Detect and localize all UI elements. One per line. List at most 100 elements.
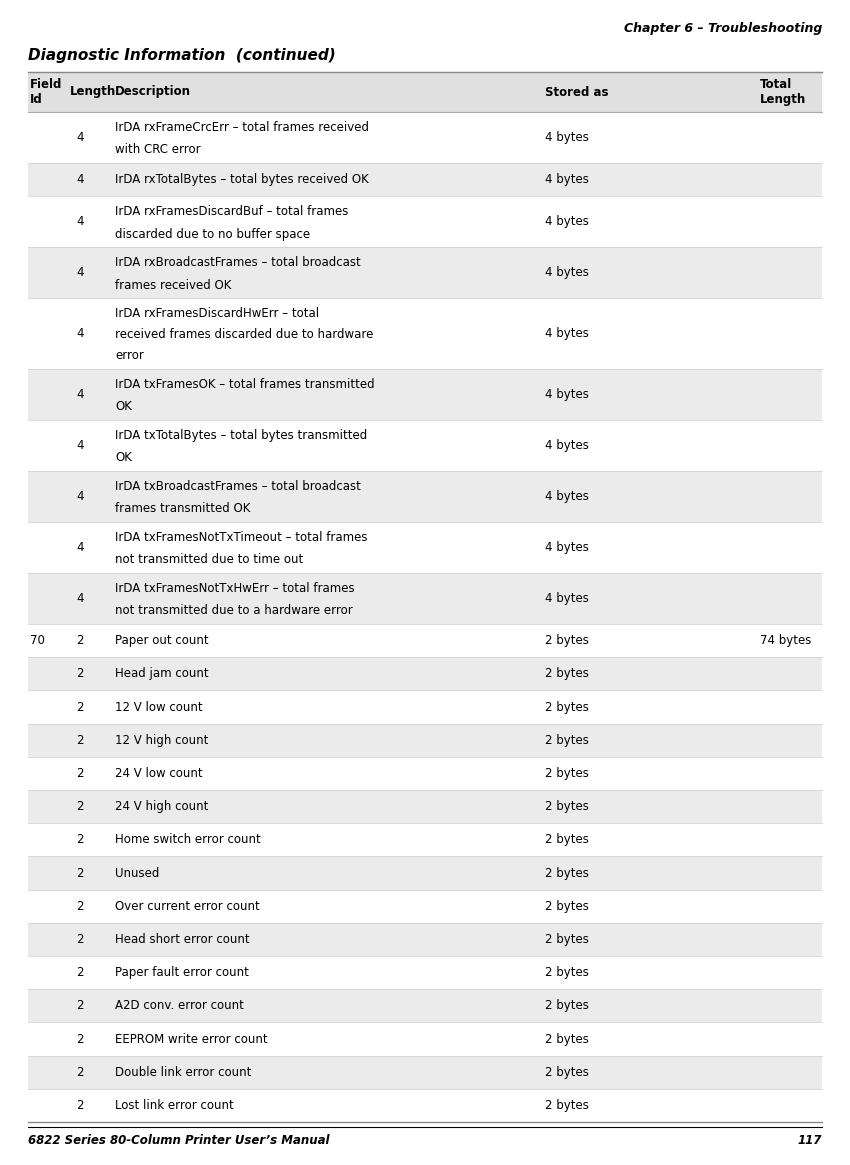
Text: 4: 4 [76, 541, 84, 553]
Text: with CRC error: with CRC error [115, 143, 201, 156]
Text: 4: 4 [76, 267, 84, 280]
Text: received frames discarded due to hardware: received frames discarded due to hardwar… [115, 329, 373, 341]
Text: 12 V low count: 12 V low count [115, 700, 202, 713]
Bar [28, 757, 822, 790]
Bar [28, 856, 822, 890]
Text: 2: 2 [76, 668, 84, 680]
Text: 70: 70 [30, 634, 45, 647]
Text: 24 V low count: 24 V low count [115, 767, 202, 779]
Text: Head short error count: Head short error count [115, 933, 250, 946]
Text: IrDA txFramesNotTxHwErr – total frames: IrDA txFramesNotTxHwErr – total frames [115, 582, 354, 595]
Bar [28, 1023, 822, 1055]
Text: 2 bytes: 2 bytes [545, 867, 589, 880]
Bar [28, 368, 822, 419]
Text: IrDA txFramesNotTxTimeout – total frames: IrDA txFramesNotTxTimeout – total frames [115, 531, 367, 544]
Text: 4 bytes: 4 bytes [545, 130, 589, 144]
Text: Home switch error count: Home switch error count [115, 833, 261, 846]
Text: 2: 2 [76, 1000, 84, 1012]
Bar [28, 163, 822, 196]
Text: 2: 2 [76, 1099, 84, 1111]
Text: 2 bytes: 2 bytes [545, 800, 589, 813]
Text: 2 bytes: 2 bytes [545, 767, 589, 779]
Text: 4 bytes: 4 bytes [545, 541, 589, 553]
Text: 2: 2 [76, 734, 84, 747]
Text: Double link error count: Double link error count [115, 1066, 252, 1079]
Bar [28, 112, 822, 163]
Text: 4: 4 [76, 327, 84, 340]
Bar [28, 573, 822, 624]
Text: Lost link error count: Lost link error count [115, 1099, 234, 1111]
Text: Diagnostic Information  (continued): Diagnostic Information (continued) [28, 48, 336, 63]
Text: IrDA rxFrameCrcErr – total frames received: IrDA rxFrameCrcErr – total frames receiv… [115, 121, 369, 134]
Bar [28, 247, 822, 298]
Text: EEPROM write error count: EEPROM write error count [115, 1032, 268, 1045]
Text: frames transmitted OK: frames transmitted OK [115, 502, 251, 515]
Text: 2 bytes: 2 bytes [545, 700, 589, 713]
Text: Chapter 6 – Troubleshooting: Chapter 6 – Troubleshooting [624, 22, 822, 35]
Text: Field
Id: Field Id [30, 78, 62, 106]
Bar [28, 657, 822, 691]
Bar [28, 723, 822, 757]
Bar [28, 419, 822, 471]
Text: 4 bytes: 4 bytes [545, 592, 589, 605]
Text: 4: 4 [76, 388, 84, 401]
Bar [28, 956, 822, 989]
Text: 2: 2 [76, 634, 84, 647]
Text: Paper fault error count: Paper fault error count [115, 966, 249, 979]
Text: 2 bytes: 2 bytes [545, 1099, 589, 1111]
Text: 2 bytes: 2 bytes [545, 634, 589, 647]
Text: 2 bytes: 2 bytes [545, 933, 589, 946]
Text: 2: 2 [76, 700, 84, 713]
Text: 2 bytes: 2 bytes [545, 1032, 589, 1045]
Text: not transmitted due to a hardware error: not transmitted due to a hardware error [115, 605, 353, 617]
Text: Paper out count: Paper out count [115, 634, 208, 647]
Text: IrDA txTotalBytes – total bytes transmitted: IrDA txTotalBytes – total bytes transmit… [115, 429, 367, 442]
Text: IrDA txFramesOK – total frames transmitted: IrDA txFramesOK – total frames transmitt… [115, 377, 375, 390]
Text: 2: 2 [76, 899, 84, 912]
Text: 2: 2 [76, 833, 84, 846]
Bar [28, 471, 822, 522]
Text: 24 V high count: 24 V high count [115, 800, 208, 813]
Bar [28, 522, 822, 573]
Text: 2: 2 [76, 867, 84, 880]
Text: 117: 117 [797, 1134, 822, 1148]
Text: 4: 4 [76, 439, 84, 452]
Text: 2 bytes: 2 bytes [545, 734, 589, 747]
Text: 4: 4 [76, 592, 84, 605]
Text: Description: Description [115, 85, 191, 99]
Text: 2: 2 [76, 800, 84, 813]
Text: 4: 4 [76, 216, 84, 228]
Text: 4 bytes: 4 bytes [545, 388, 589, 401]
Bar [28, 196, 822, 247]
Text: discarded due to no buffer space: discarded due to no buffer space [115, 227, 310, 240]
Bar [28, 1089, 822, 1122]
Text: Head jam count: Head jam count [115, 668, 208, 680]
Text: Total
Length: Total Length [760, 78, 807, 106]
Text: IrDA rxBroadcastFrames – total broadcast: IrDA rxBroadcastFrames – total broadcast [115, 256, 360, 269]
Bar [28, 790, 822, 824]
Text: 2: 2 [76, 767, 84, 779]
Bar [28, 1055, 822, 1089]
Bar [28, 923, 822, 956]
Text: Stored as: Stored as [545, 85, 609, 99]
Text: 2: 2 [76, 1032, 84, 1045]
Text: frames received OK: frames received OK [115, 278, 231, 291]
Text: 4 bytes: 4 bytes [545, 489, 589, 503]
Text: 4 bytes: 4 bytes [545, 216, 589, 228]
Text: 2: 2 [76, 933, 84, 946]
Bar [28, 691, 822, 723]
Text: 74 bytes: 74 bytes [760, 634, 812, 647]
Text: 6822 Series 80-Column Printer User’s Manual: 6822 Series 80-Column Printer User’s Man… [28, 1134, 330, 1148]
Text: Over current error count: Over current error count [115, 899, 260, 912]
Text: 2 bytes: 2 bytes [545, 966, 589, 979]
Text: 4 bytes: 4 bytes [545, 174, 589, 186]
Text: 2 bytes: 2 bytes [545, 1000, 589, 1012]
Text: not transmitted due to time out: not transmitted due to time out [115, 553, 303, 566]
Bar [28, 298, 822, 368]
Text: 4 bytes: 4 bytes [545, 327, 589, 340]
Text: error: error [115, 350, 144, 362]
Text: 2: 2 [76, 1066, 84, 1079]
Text: 4 bytes: 4 bytes [545, 267, 589, 280]
Text: 12 V high count: 12 V high count [115, 734, 208, 747]
Text: Length: Length [70, 85, 116, 99]
